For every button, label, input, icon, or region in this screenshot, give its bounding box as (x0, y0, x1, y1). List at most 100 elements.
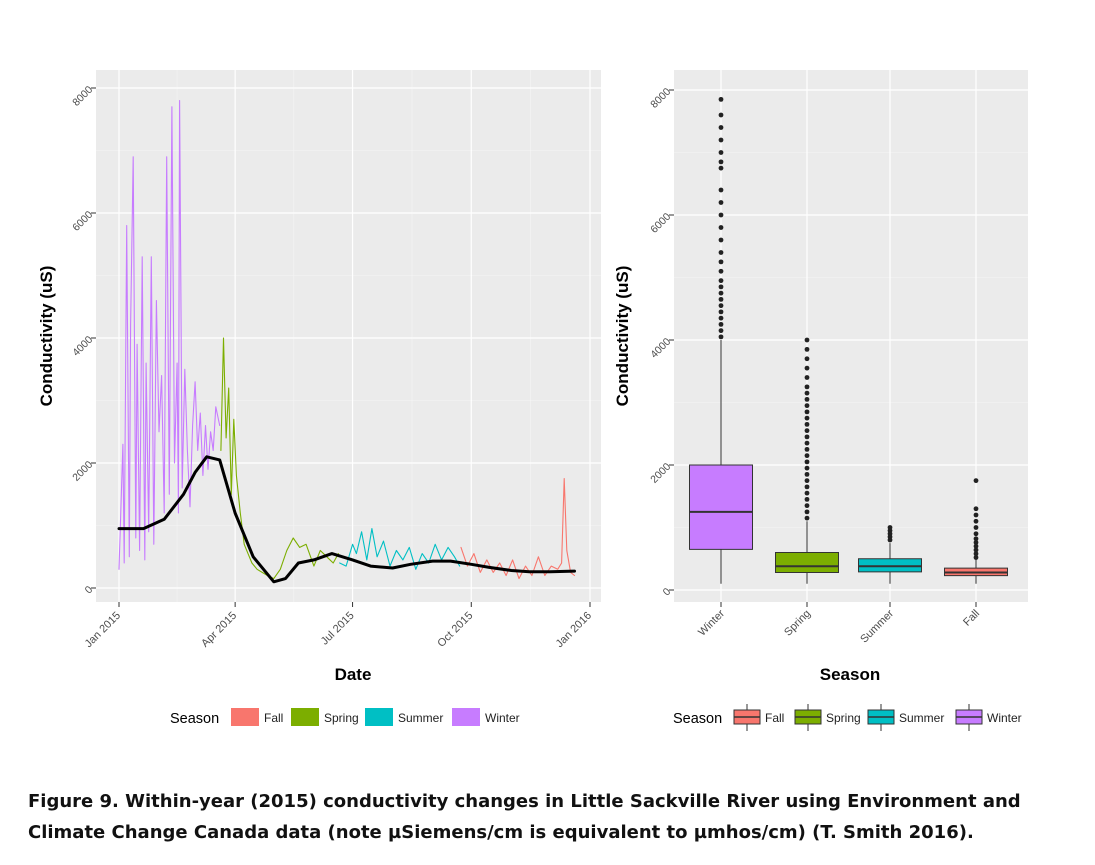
outlier-point (804, 459, 810, 465)
outlier-point (804, 440, 810, 446)
outlier-point (718, 96, 724, 102)
outlier-point (804, 409, 810, 415)
legend-label-winter: Winter (987, 711, 1022, 725)
box-plot-x-axis-ticks: Winter Spring Summer Fall (696, 602, 982, 646)
outlier-point (718, 278, 724, 284)
legend-key-spring (794, 704, 822, 731)
y-tick-label: 0 (661, 586, 674, 599)
outlier-point (718, 212, 724, 218)
figure-caption-line-2: Climate Change Canada data (note µSiemen… (28, 822, 974, 843)
y-tick-label: 6000 (648, 211, 673, 236)
x-tick-label: Summer (858, 607, 896, 645)
box-plot-y-axis-title: Conductivity (uS) (613, 266, 632, 407)
outlier-point (973, 536, 979, 542)
y-tick-label: 8000 (70, 84, 95, 109)
box-plot-gridlines (674, 70, 1028, 602)
outlier-point (804, 365, 810, 371)
legend-swatch-spring (291, 708, 319, 726)
x-tick-label: Apr 2015 (199, 610, 239, 650)
outlier-point (887, 525, 893, 530)
box-plot-y-axis-ticks: 0 2000 4000 6000 8000 (648, 86, 674, 599)
box-fall (944, 478, 1008, 584)
outlier-point (718, 165, 724, 171)
box-plot-boxes (689, 96, 1008, 584)
outlier-point (804, 390, 810, 396)
outlier-point (973, 518, 979, 524)
time-series-gridlines (96, 70, 601, 602)
figure-caption-line-1: Figure 9. Within-year (2015) conductivit… (28, 791, 1021, 812)
legend-label-fall: Fall (765, 711, 784, 725)
time-series-y-axis-title: Conductivity (uS) (37, 266, 56, 407)
outlier-point (804, 375, 810, 380)
x-tick-label: Winter (696, 607, 727, 638)
x-tick-label: Spring (782, 608, 813, 639)
x-tick-label: Jan 2015 (83, 610, 123, 650)
y-tick-label: 8000 (648, 86, 673, 111)
outlier-point (718, 290, 724, 296)
outlier-point (718, 250, 724, 255)
time-series-x-axis-title: Date (335, 665, 372, 684)
outlier-point (804, 403, 810, 409)
outlier-point (804, 503, 810, 509)
outlier-point (804, 356, 810, 362)
outlier-point (718, 268, 724, 274)
x-tick-label: Jan 2016 (554, 610, 594, 650)
legend-swatch-winter (452, 708, 480, 726)
x-tick-label: Fall (961, 608, 982, 629)
outlier-point (973, 543, 979, 549)
outlier-point (718, 284, 724, 290)
outlier-point (973, 525, 979, 530)
outlier-point (973, 540, 979, 545)
box-iqr (689, 464, 753, 550)
outlier-point (804, 453, 810, 459)
y-tick-label: 4000 (648, 336, 673, 361)
y-tick-label: 2000 (70, 459, 95, 484)
outlier-point (804, 421, 810, 427)
outlier-point (973, 555, 979, 560)
box-iqr (775, 552, 839, 573)
outlier-point (718, 125, 724, 130)
legend-key-summer (867, 704, 895, 731)
box-summer (858, 525, 922, 584)
outlier-point (973, 512, 979, 518)
box-plot-chart: 0 2000 4000 6000 8000 Winter Spring Summer Fall… (613, 70, 1028, 731)
box-spring (775, 337, 839, 584)
outlier-point (804, 396, 810, 402)
outlier-point (718, 137, 724, 143)
outlier-point (804, 515, 810, 521)
y-tick-label: 0 (83, 584, 96, 597)
outlier-point (718, 187, 724, 193)
time-series-y-axis-ticks: 0 2000 4000 6000 8000 (70, 84, 96, 597)
legend-label-summer: Summer (398, 711, 443, 725)
outlier-point (718, 150, 724, 155)
legend-label-winter: Winter (485, 711, 520, 725)
outlier-point (718, 296, 724, 302)
outlier-point (804, 496, 810, 502)
outlier-point (718, 315, 724, 321)
y-tick-label: 4000 (70, 334, 95, 359)
y-tick-label: 2000 (648, 461, 673, 486)
legend-swatch-fall (231, 708, 259, 726)
outlier-point (718, 237, 724, 243)
legend-label-spring: Spring (324, 711, 359, 725)
legend-title: Season (170, 711, 219, 727)
outlier-point (804, 446, 810, 452)
outlier-point (718, 309, 724, 315)
y-tick-label: 6000 (70, 209, 95, 234)
outlier-point (718, 159, 724, 165)
legend-title: Season (673, 711, 722, 727)
x-tick-label: Jul 2015 (319, 610, 357, 648)
time-series-x-axis-ticks: Jan 2015 Apr 2015 Jul 2015 Oct 2015 Jan 2016 (83, 602, 594, 650)
series-line-winter (118, 99, 221, 570)
box-plot-x-axis-title: Season (820, 665, 880, 684)
box-winter (689, 96, 753, 584)
legend-key-fall (733, 704, 761, 731)
outlier-point (718, 328, 724, 334)
series-line-summer (339, 528, 461, 570)
outlier-point (718, 225, 724, 230)
figure-caption: Figure 9. Within-year (2015) conductivit… (28, 786, 1068, 848)
outlier-point (718, 200, 724, 205)
outlier-point (804, 478, 810, 484)
legend-swatch-summer (365, 708, 393, 726)
outlier-point (804, 509, 810, 515)
